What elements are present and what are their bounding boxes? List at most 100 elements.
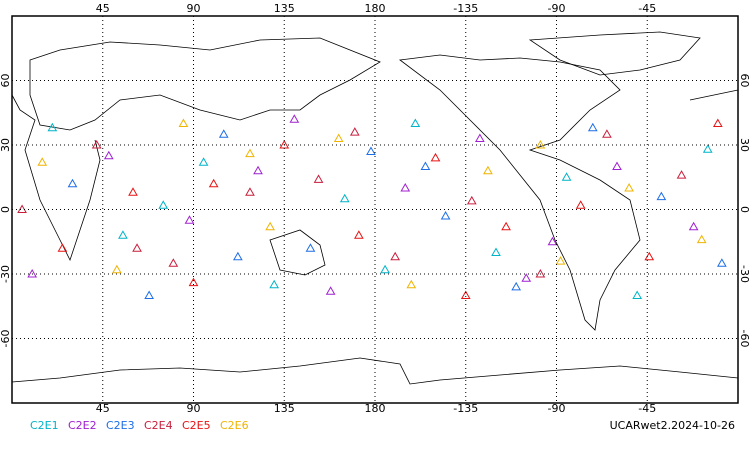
legend-label: C2E3 — [106, 419, 135, 432]
y-tick-label-right: -30 — [738, 265, 750, 283]
triangle-marker — [676, 170, 687, 179]
x-tick-label-top: -90 — [548, 2, 566, 15]
triangle-marker — [57, 243, 68, 252]
x-tick-label-bottom: 135 — [274, 402, 295, 415]
triangle-marker — [466, 195, 477, 205]
triangle-marker — [245, 148, 255, 158]
legend-label: C2E6 — [220, 419, 249, 432]
triangle-marker — [547, 236, 558, 246]
triangle-marker — [632, 290, 643, 299]
y-tick-label-right: -60 — [738, 330, 750, 348]
triangle-marker — [132, 243, 142, 252]
triangle-marker — [37, 157, 48, 166]
triangle-marker — [602, 129, 612, 138]
legend-label: C2E2 — [68, 419, 97, 432]
x-tick-label-bottom: -135 — [453, 402, 478, 415]
triangle-marker — [208, 178, 219, 188]
triangle-marker — [535, 139, 546, 149]
triangle-marker — [390, 251, 401, 261]
triangle-marker — [475, 133, 485, 143]
triangle-marker — [587, 122, 598, 132]
triangle-marker — [339, 193, 350, 203]
triangle-marker — [103, 150, 114, 160]
x-tick-label-top: 135 — [274, 2, 295, 15]
triangle-marker — [406, 279, 417, 289]
x-tick-label-bottom: 45 — [96, 402, 110, 415]
legend-label: C2E1 — [30, 419, 59, 432]
legend-label: C2E4 — [144, 419, 173, 432]
triangle-marker — [188, 277, 199, 287]
triangle-marker — [460, 290, 471, 299]
triangle-marker — [354, 230, 364, 239]
triangle-marker — [561, 172, 572, 181]
y-tick-label-left: -60 — [0, 330, 12, 348]
triangle-marker — [269, 279, 280, 289]
triangle-marker — [696, 234, 707, 244]
x-tick-label-top: 45 — [96, 2, 110, 15]
triangle-marker — [178, 118, 189, 127]
y-tick-label-left: 0 — [0, 206, 12, 213]
x-tick-label-bottom: -45 — [638, 402, 656, 415]
triangle-marker — [325, 286, 336, 295]
triangle-marker — [688, 221, 699, 231]
triangle-marker — [440, 210, 451, 220]
triangle-marker — [712, 118, 723, 127]
triangle-marker — [198, 157, 209, 166]
x-tick-label-top: 180 — [365, 2, 386, 15]
triangle-marker — [430, 152, 441, 162]
triangle-marker — [555, 256, 566, 265]
triangle-marker — [644, 251, 655, 261]
triangle-marker — [717, 258, 727, 267]
triangle-marker — [233, 251, 243, 261]
triangle-marker — [91, 139, 102, 149]
triangle-marker — [420, 161, 431, 170]
triangle-marker — [118, 230, 128, 239]
triangle-marker — [491, 247, 501, 256]
triangle-marker — [483, 165, 493, 175]
triangle-marker — [380, 264, 390, 274]
triangle-marker — [47, 122, 58, 132]
triangle-marker — [333, 133, 344, 143]
annotation: UCARwet2.2024-10-26 — [610, 419, 735, 432]
triangle-marker — [349, 127, 360, 136]
y-tick-label-right: 0 — [738, 206, 750, 213]
triangle-marker — [289, 114, 300, 123]
triangle-marker — [511, 281, 522, 291]
y-tick-label-left: 60 — [0, 74, 12, 88]
triangle-marker — [624, 182, 634, 192]
triangle-marker — [656, 191, 667, 201]
x-tick-label-bottom: 180 — [365, 402, 386, 415]
triangle-marker — [575, 200, 586, 209]
triangle-marker — [67, 178, 78, 188]
triangle-marker — [253, 165, 263, 175]
x-tick-label-top: -45 — [638, 2, 656, 15]
triangle-marker — [501, 221, 511, 231]
triangle-marker — [313, 174, 324, 183]
markers — [17, 114, 727, 299]
coastlines — [11, 31, 739, 385]
triangle-marker — [305, 243, 316, 252]
triangle-marker — [245, 187, 255, 196]
y-tick-label-left: 30 — [0, 138, 12, 152]
triangle-marker — [158, 200, 169, 209]
triangle-marker — [218, 129, 229, 138]
triangle-marker — [612, 161, 622, 170]
triangle-marker — [27, 268, 38, 278]
y-tick-label-right: 30 — [738, 138, 750, 152]
triangle-marker — [184, 215, 195, 224]
y-tick-label-left: -30 — [0, 265, 12, 283]
x-tick-label-bottom: 90 — [187, 402, 201, 415]
triangle-marker — [535, 268, 546, 278]
x-tick-label-top: -135 — [453, 2, 478, 15]
x-tick-label-top: 90 — [187, 2, 201, 15]
triangle-marker — [144, 290, 154, 299]
triangle-marker — [112, 264, 122, 274]
triangle-marker — [521, 273, 532, 282]
triangle-marker — [400, 182, 411, 192]
triangle-marker — [410, 118, 421, 127]
triangle-marker — [168, 258, 179, 267]
triangle-marker — [366, 146, 376, 155]
triangle-marker — [702, 144, 713, 153]
triangle-marker — [128, 187, 138, 196]
